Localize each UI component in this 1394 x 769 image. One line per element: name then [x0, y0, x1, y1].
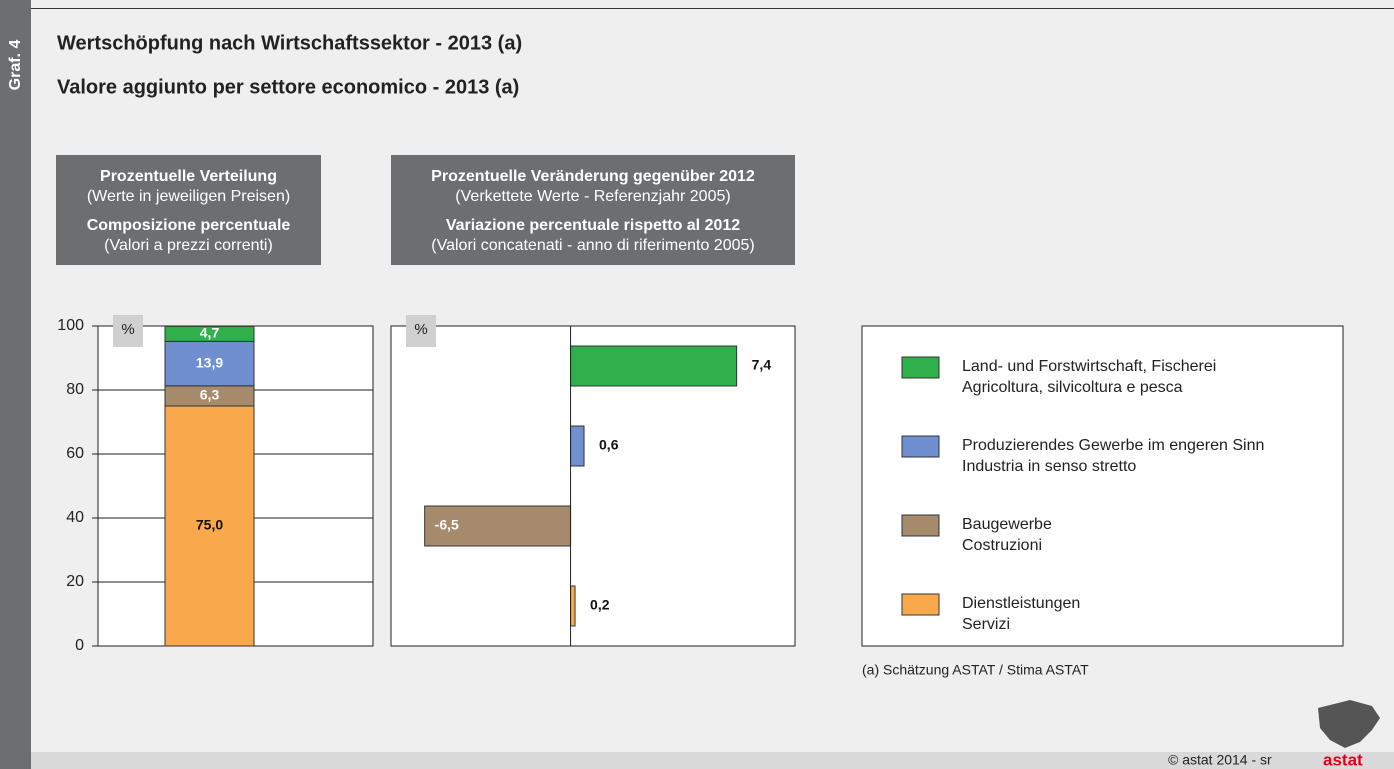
- panel-header-line: (Valori concatenati - anno di riferiment…: [431, 237, 754, 254]
- bar: [424, 505, 572, 547]
- value-label: 13,9: [196, 354, 223, 370]
- y-tick-label: 0: [75, 637, 84, 654]
- legend-swatch: [901, 514, 940, 537]
- legend-label: Agricoltura, silvicoltura e pesca: [962, 379, 1183, 396]
- legend-swatch: [901, 435, 940, 458]
- unit-label: %: [121, 321, 134, 338]
- subtitle: Valore aggiunto per settore economico - …: [57, 76, 519, 98]
- logo: astat: [1323, 750, 1363, 769]
- y-tick-label: 40: [66, 509, 84, 526]
- value-label: -6,5: [435, 517, 459, 533]
- y-tick-label: 100: [57, 317, 84, 334]
- title: Wertschöpfung nach Wirtschaftssektor - 2…: [57, 32, 522, 54]
- y-tick-label: 80: [66, 381, 84, 398]
- panel-header-line: (Werte in jeweiligen Preisen): [87, 188, 290, 205]
- panel-header-line: Prozentuelle Verteilung: [100, 168, 277, 185]
- value-label: 0,6: [599, 437, 619, 453]
- side-strip: [0, 0, 31, 769]
- legend-label: Industria in senso stretto: [962, 458, 1136, 475]
- y-tick-label: 60: [66, 445, 84, 462]
- bar: [570, 585, 576, 627]
- bar-segment: [164, 325, 255, 342]
- copyright: © astat 2014 - sr: [1168, 752, 1272, 768]
- panel-header-line: (Verkettete Werte - Referenzjahr 2005): [455, 188, 730, 205]
- logo-map: [1318, 700, 1380, 748]
- legend-box: [861, 325, 1344, 647]
- footnote: (a) Schätzung ASTAT / Stima ASTAT: [862, 662, 1089, 678]
- legend-label: Baugewerbe: [962, 516, 1052, 533]
- value-label: 7,4: [752, 357, 772, 373]
- unit-box: [113, 315, 143, 347]
- legend-swatch: [901, 356, 940, 379]
- panel-header-line: Composizione percentuale: [87, 217, 291, 234]
- bar-segment: [164, 405, 255, 647]
- panel-header-line: Prozentuelle Veränderung gegenüber 2012: [431, 168, 755, 185]
- bottom-bar: [31, 752, 1394, 769]
- value-label: 75,0: [196, 517, 223, 533]
- y-tick-label: 20: [66, 573, 84, 590]
- unit-box: [406, 315, 436, 347]
- panel-header: [56, 155, 321, 265]
- side-label: Graf. 4: [7, 40, 24, 91]
- legend-label: Dienstleistungen: [962, 595, 1080, 612]
- legend-label: Land- und Forstwirtschaft, Fischerei: [962, 358, 1216, 375]
- unit-label: %: [414, 321, 427, 338]
- bar-segment: [164, 340, 255, 387]
- legend-label: Costruzioni: [962, 537, 1042, 554]
- panel-header: [391, 155, 795, 265]
- value-label: 6,3: [200, 387, 220, 403]
- panel-header-line: (Valori a prezzi correnti): [104, 237, 273, 254]
- legend-label: Servizi: [962, 616, 1010, 633]
- legend-swatch: [901, 593, 940, 616]
- bar: [570, 345, 738, 387]
- value-label: 0,2: [590, 597, 610, 613]
- bar: [570, 425, 585, 467]
- legend-label: Produzierendes Gewerbe im engeren Sinn: [962, 437, 1264, 454]
- panel-header-line: Variazione percentuale rispetto al 2012: [446, 217, 740, 234]
- value-label: 4,7: [200, 325, 220, 341]
